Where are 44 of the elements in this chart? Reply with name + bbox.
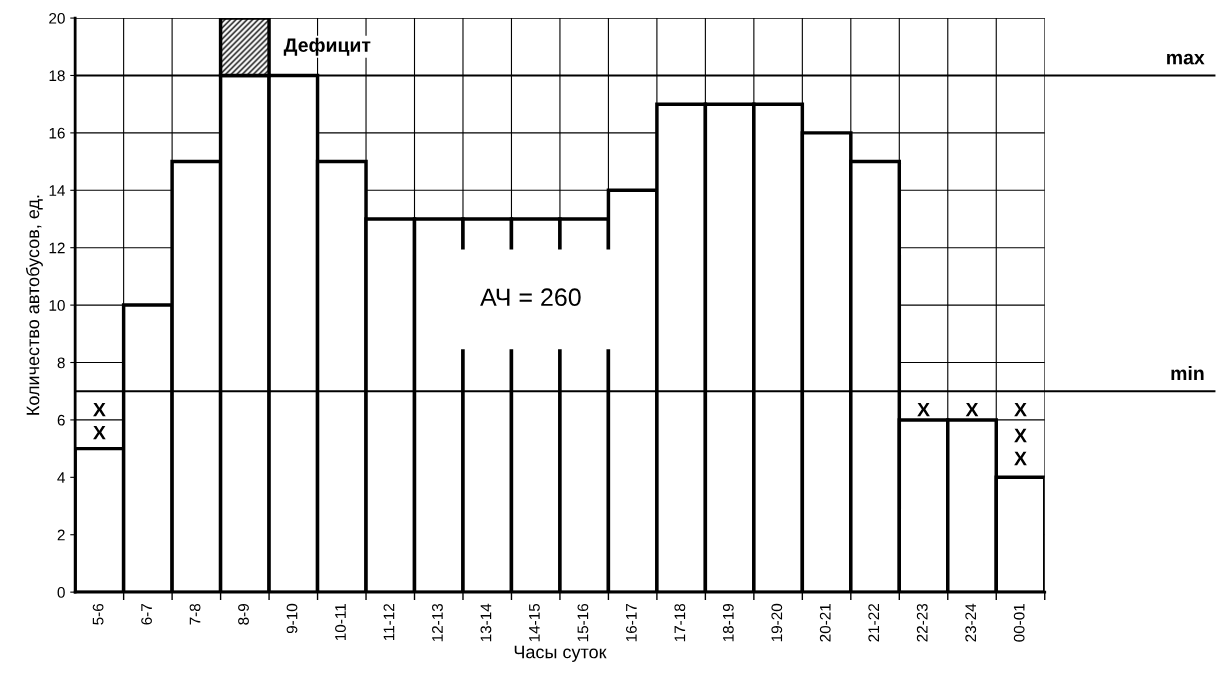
y-tick-label: 0 <box>57 587 65 598</box>
annotation: X <box>93 402 106 417</box>
x-tick-label: 9-10 <box>286 603 298 634</box>
y-tick-label: 8 <box>57 357 65 369</box>
y-tick-label: 2 <box>57 529 65 541</box>
x-tick-label: 23-24 <box>965 603 977 642</box>
x-tick-label: 5-6 <box>92 603 104 625</box>
annotation: X <box>1014 402 1027 417</box>
x-tick-label: 11-12 <box>383 604 395 641</box>
x-tick-label: 10-11 <box>335 603 346 641</box>
x-tick-label: 7-8 <box>189 603 201 625</box>
annotation: X <box>1014 451 1027 466</box>
y-tick-label: 10 <box>49 299 65 311</box>
x-tick-label: 6-7 <box>141 604 152 625</box>
annotation: X <box>93 425 106 440</box>
annotation: X <box>965 402 979 417</box>
annotation: АЧ = 260 <box>480 288 581 307</box>
y-tick-label: 18 <box>49 70 65 82</box>
x-tick-label: 17-18 <box>674 603 686 642</box>
y-tick-label: 4 <box>57 472 65 483</box>
x-tick-label: 12-13 <box>432 603 443 642</box>
x-tick-label: 16-17 <box>625 604 637 642</box>
ref-line-label: max <box>1167 53 1205 65</box>
x-tick-label: 20-21 <box>819 603 831 642</box>
x-tick-label: 19-20 <box>771 603 783 642</box>
ref-line-label: min <box>1171 365 1204 380</box>
annotation: X <box>1014 428 1027 443</box>
x-tick-label: 14-15 <box>529 603 540 642</box>
y-tick-label: 20 <box>49 12 65 24</box>
x-tick-label: 8-9 <box>238 603 249 625</box>
x-tick-label: 18-19 <box>722 603 734 642</box>
y-tick-label: 16 <box>49 127 65 139</box>
annotation: X <box>917 402 930 417</box>
y-axis-title: Количество автобусов, ед. <box>25 195 43 415</box>
x-tick-label: 15-16 <box>577 603 589 642</box>
x-tick-label: 00-01 <box>1013 603 1025 642</box>
y-tick-label: 12 <box>49 242 65 254</box>
x-axis-title: Часы суток <box>514 645 607 662</box>
annotation: Дефицит <box>283 37 371 56</box>
y-tick-label: 14 <box>49 185 65 196</box>
y-tick-label: 6 <box>57 414 65 426</box>
x-tick-label: 21-22 <box>868 604 880 642</box>
x-tick-label: 13-14 <box>480 603 492 642</box>
x-tick-label: 22-23 <box>916 603 928 642</box>
